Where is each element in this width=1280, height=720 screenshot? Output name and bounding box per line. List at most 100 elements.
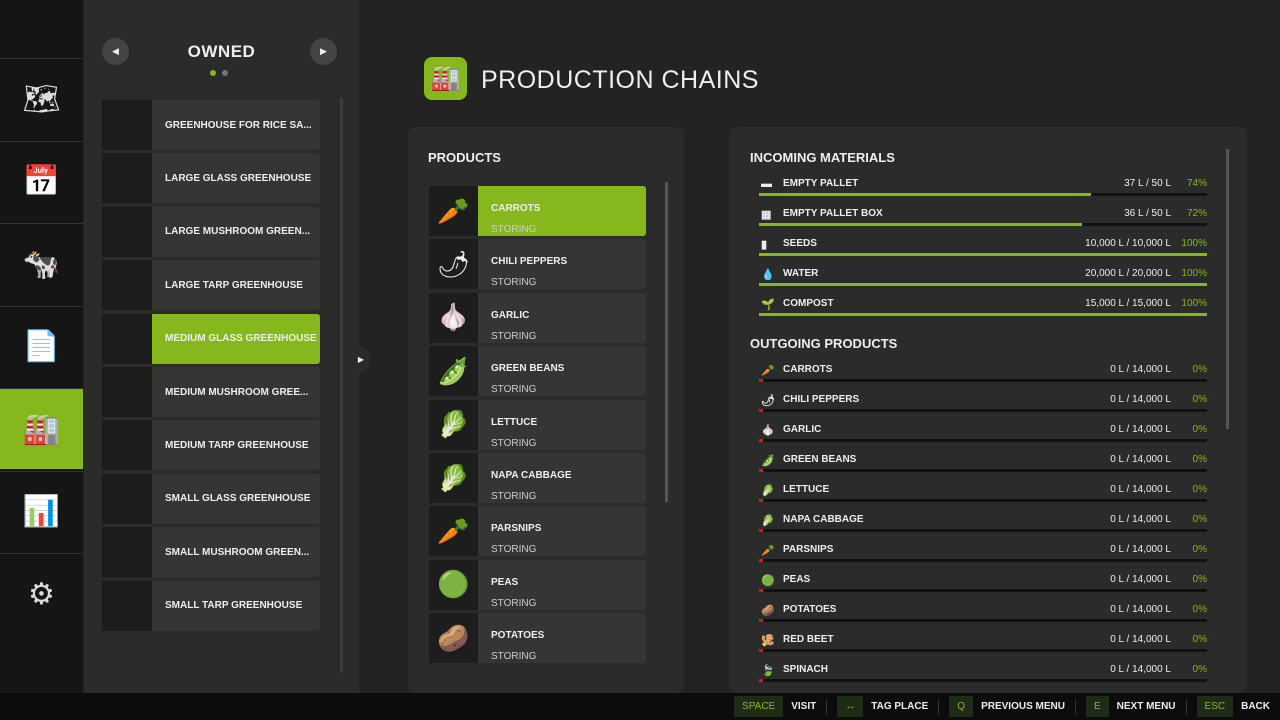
product-list-item[interactable]: 🧄 GARLIC STORING bbox=[429, 292, 646, 343]
placeable-list-item[interactable]: LARGE MUSHROOM GREEN... bbox=[102, 206, 320, 257]
product-status: STORING bbox=[491, 544, 537, 556]
fill-bar bbox=[759, 193, 1207, 196]
material-icon: ▬ bbox=[761, 178, 772, 190]
material-percent: 0% bbox=[1192, 634, 1207, 645]
product-list-item[interactable]: 🟢 PEAS STORING bbox=[429, 559, 646, 610]
material-amount: 0 L / 14,000 L bbox=[1110, 604, 1171, 615]
nav-item-contracts[interactable]: 📄 bbox=[0, 305, 83, 387]
key-hint-4[interactable]: ESC bbox=[1196, 696, 1234, 717]
fill-bar-level bbox=[759, 529, 763, 532]
action-label[interactable]: PREVIOUS MENU bbox=[981, 701, 1065, 712]
placeable-name: SMALL MUSHROOM GREEN... bbox=[165, 546, 310, 558]
fill-bar bbox=[759, 649, 1207, 652]
sidebar-scrollbar[interactable] bbox=[340, 98, 343, 673]
nav-item-cow[interactable]: 🐄 bbox=[0, 223, 83, 304]
material-percent: 74% bbox=[1186, 178, 1207, 189]
fill-bar bbox=[759, 379, 1207, 382]
greenhouse-thumbnail bbox=[102, 153, 152, 204]
placeable-list-item[interactable]: SMALL GLASS GREENHOUSE bbox=[102, 473, 320, 524]
greenhouse-thumbnail bbox=[102, 580, 152, 631]
product-list-item[interactable]: 🥬 LETTUCE STORING bbox=[429, 399, 646, 450]
product-list-item[interactable]: 🥔 POTATOES STORING bbox=[429, 613, 646, 664]
product-text: GREEN BEANS STORING bbox=[478, 346, 564, 396]
materials-scrollbar[interactable] bbox=[1226, 149, 1229, 429]
placeable-list-item[interactable]: LARGE TARP GREENHOUSE bbox=[102, 260, 320, 311]
material-icon: 🟢 bbox=[761, 575, 775, 587]
settings-icon: ⚙ bbox=[28, 577, 55, 611]
key-hint-3[interactable]: E bbox=[1085, 696, 1109, 717]
greenhouse-thumbnail bbox=[102, 313, 152, 364]
products-scrollbar[interactable] bbox=[665, 182, 668, 502]
material-icon: 🫚 bbox=[761, 635, 775, 647]
greenhouse-thumbnail bbox=[102, 420, 152, 471]
placeable-list-item[interactable]: SMALL MUSHROOM GREEN... bbox=[102, 527, 320, 578]
material-amount: 0 L / 14,000 L bbox=[1110, 394, 1171, 405]
product-list-item[interactable]: 🥕 PARSNIPS STORING bbox=[429, 506, 646, 557]
product-list-item[interactable]: 🥕 CARROTS STORING bbox=[429, 186, 646, 236]
material-row: ▦ EMPTY PALLET BOX 36 L / 50 L 72% bbox=[759, 208, 1207, 238]
fill-bar-level bbox=[759, 193, 1091, 196]
product-list-item[interactable]: 🫛 GREEN BEANS STORING bbox=[429, 346, 646, 397]
product-list-item[interactable]: 🌶 CHILI PEPPERS STORING bbox=[429, 239, 646, 290]
key-hint-2[interactable]: Q bbox=[949, 696, 974, 717]
material-row: 🥬 LETTUCE 0 L / 14,000 L 0% bbox=[759, 484, 1207, 514]
nav-item-calendar[interactable]: 📅 bbox=[0, 140, 83, 222]
greenhouse-thumbnail bbox=[102, 527, 152, 578]
material-icon: 🥬 bbox=[761, 515, 775, 527]
main-nav: 🗺 📅 🐄 📄 🏭 📊 ⚙ bbox=[0, 0, 83, 693]
greenhouse-thumbnail bbox=[102, 206, 152, 257]
nav-item-production[interactable]: 🏭 bbox=[0, 388, 83, 469]
next-page-button[interactable]: ▶ bbox=[310, 38, 337, 65]
fill-bar bbox=[759, 283, 1207, 286]
prev-page-button[interactable]: ◀ bbox=[102, 38, 129, 65]
nav-item-map[interactable]: 🗺 bbox=[0, 58, 83, 139]
material-amount: 0 L / 14,000 L bbox=[1110, 514, 1171, 525]
fill-bar bbox=[759, 223, 1207, 226]
product-name: LETTUCE bbox=[491, 416, 538, 428]
product-text: PARSNIPS STORING bbox=[478, 506, 541, 556]
material-icon: 🌱 bbox=[761, 299, 775, 311]
material-name: SPINACH bbox=[783, 664, 829, 675]
key-hint-1[interactable]: ↔ bbox=[837, 696, 864, 717]
action-label[interactable]: VISIT bbox=[791, 701, 817, 712]
nav-item-settings[interactable]: ⚙ bbox=[0, 553, 83, 634]
material-icon: 🍃 bbox=[761, 665, 775, 677]
material-name: PEAS bbox=[783, 574, 811, 585]
fill-bar bbox=[759, 469, 1207, 472]
fill-bar-level bbox=[759, 559, 763, 562]
production-icon: 🏭 bbox=[22, 412, 61, 446]
product-text: LETTUCE STORING bbox=[478, 400, 537, 450]
placeable-list-item[interactable]: MEDIUM TARP GREENHOUSE bbox=[102, 420, 320, 471]
placeable-list-item[interactable]: LARGE GLASS GREENHOUSE bbox=[102, 153, 320, 204]
product-text: POTATOES STORING bbox=[478, 613, 544, 663]
material-icon: 🧄 bbox=[761, 425, 775, 437]
product-list-item[interactable]: 🥬 NAPA CABBAGE STORING bbox=[429, 453, 646, 503]
fill-bar-level bbox=[759, 679, 763, 682]
placeable-list-item[interactable]: MEDIUM GLASS GREENHOUSE bbox=[102, 313, 320, 364]
material-row: ▬ EMPTY PALLET 37 L / 50 L 74% bbox=[759, 178, 1207, 208]
placeable-list-item[interactable]: SMALL TARP GREENHOUSE bbox=[102, 580, 320, 631]
fill-bar-level bbox=[759, 283, 1207, 286]
product-text: CHILI PEPPERS STORING bbox=[478, 239, 567, 289]
material-icon: 🥔 bbox=[761, 605, 775, 617]
action-label[interactable]: NEXT MENU bbox=[1116, 701, 1176, 712]
product-name: GREEN BEANS bbox=[491, 363, 565, 375]
cow-icon: 🐄 bbox=[22, 247, 61, 281]
material-row: 🥕 PARSNIPS 0 L / 14,000 L 0% bbox=[759, 544, 1207, 574]
collapse-sidebar-button[interactable]: ▶ bbox=[352, 345, 370, 373]
product-name: NAPA CABBAGE bbox=[491, 470, 572, 481]
placeable-list-item[interactable]: MEDIUM MUSHROOM GREE... bbox=[102, 367, 320, 417]
material-name: RED BEET bbox=[783, 634, 834, 645]
action-label[interactable]: TAG PLACE bbox=[871, 701, 929, 712]
fill-bar bbox=[759, 589, 1207, 592]
material-amount: 0 L / 14,000 L bbox=[1110, 634, 1171, 645]
placeable-name: MEDIUM MUSHROOM GREE... bbox=[165, 386, 309, 398]
nav-item-statistics[interactable]: 📊 bbox=[0, 470, 83, 552]
placeable-list-item[interactable]: GREENHOUSE FOR RICE SA... bbox=[102, 100, 320, 150]
product-image-lettuce: 🥬 bbox=[429, 399, 478, 450]
material-amount: 0 L / 14,000 L bbox=[1110, 454, 1171, 465]
material-row: 💧 WATER 20,000 L / 20,000 L 100% bbox=[759, 268, 1207, 298]
footer-divider bbox=[1074, 698, 1076, 715]
key-hint-0[interactable]: SPACE bbox=[734, 696, 784, 717]
action-label[interactable]: BACK bbox=[1241, 701, 1270, 712]
